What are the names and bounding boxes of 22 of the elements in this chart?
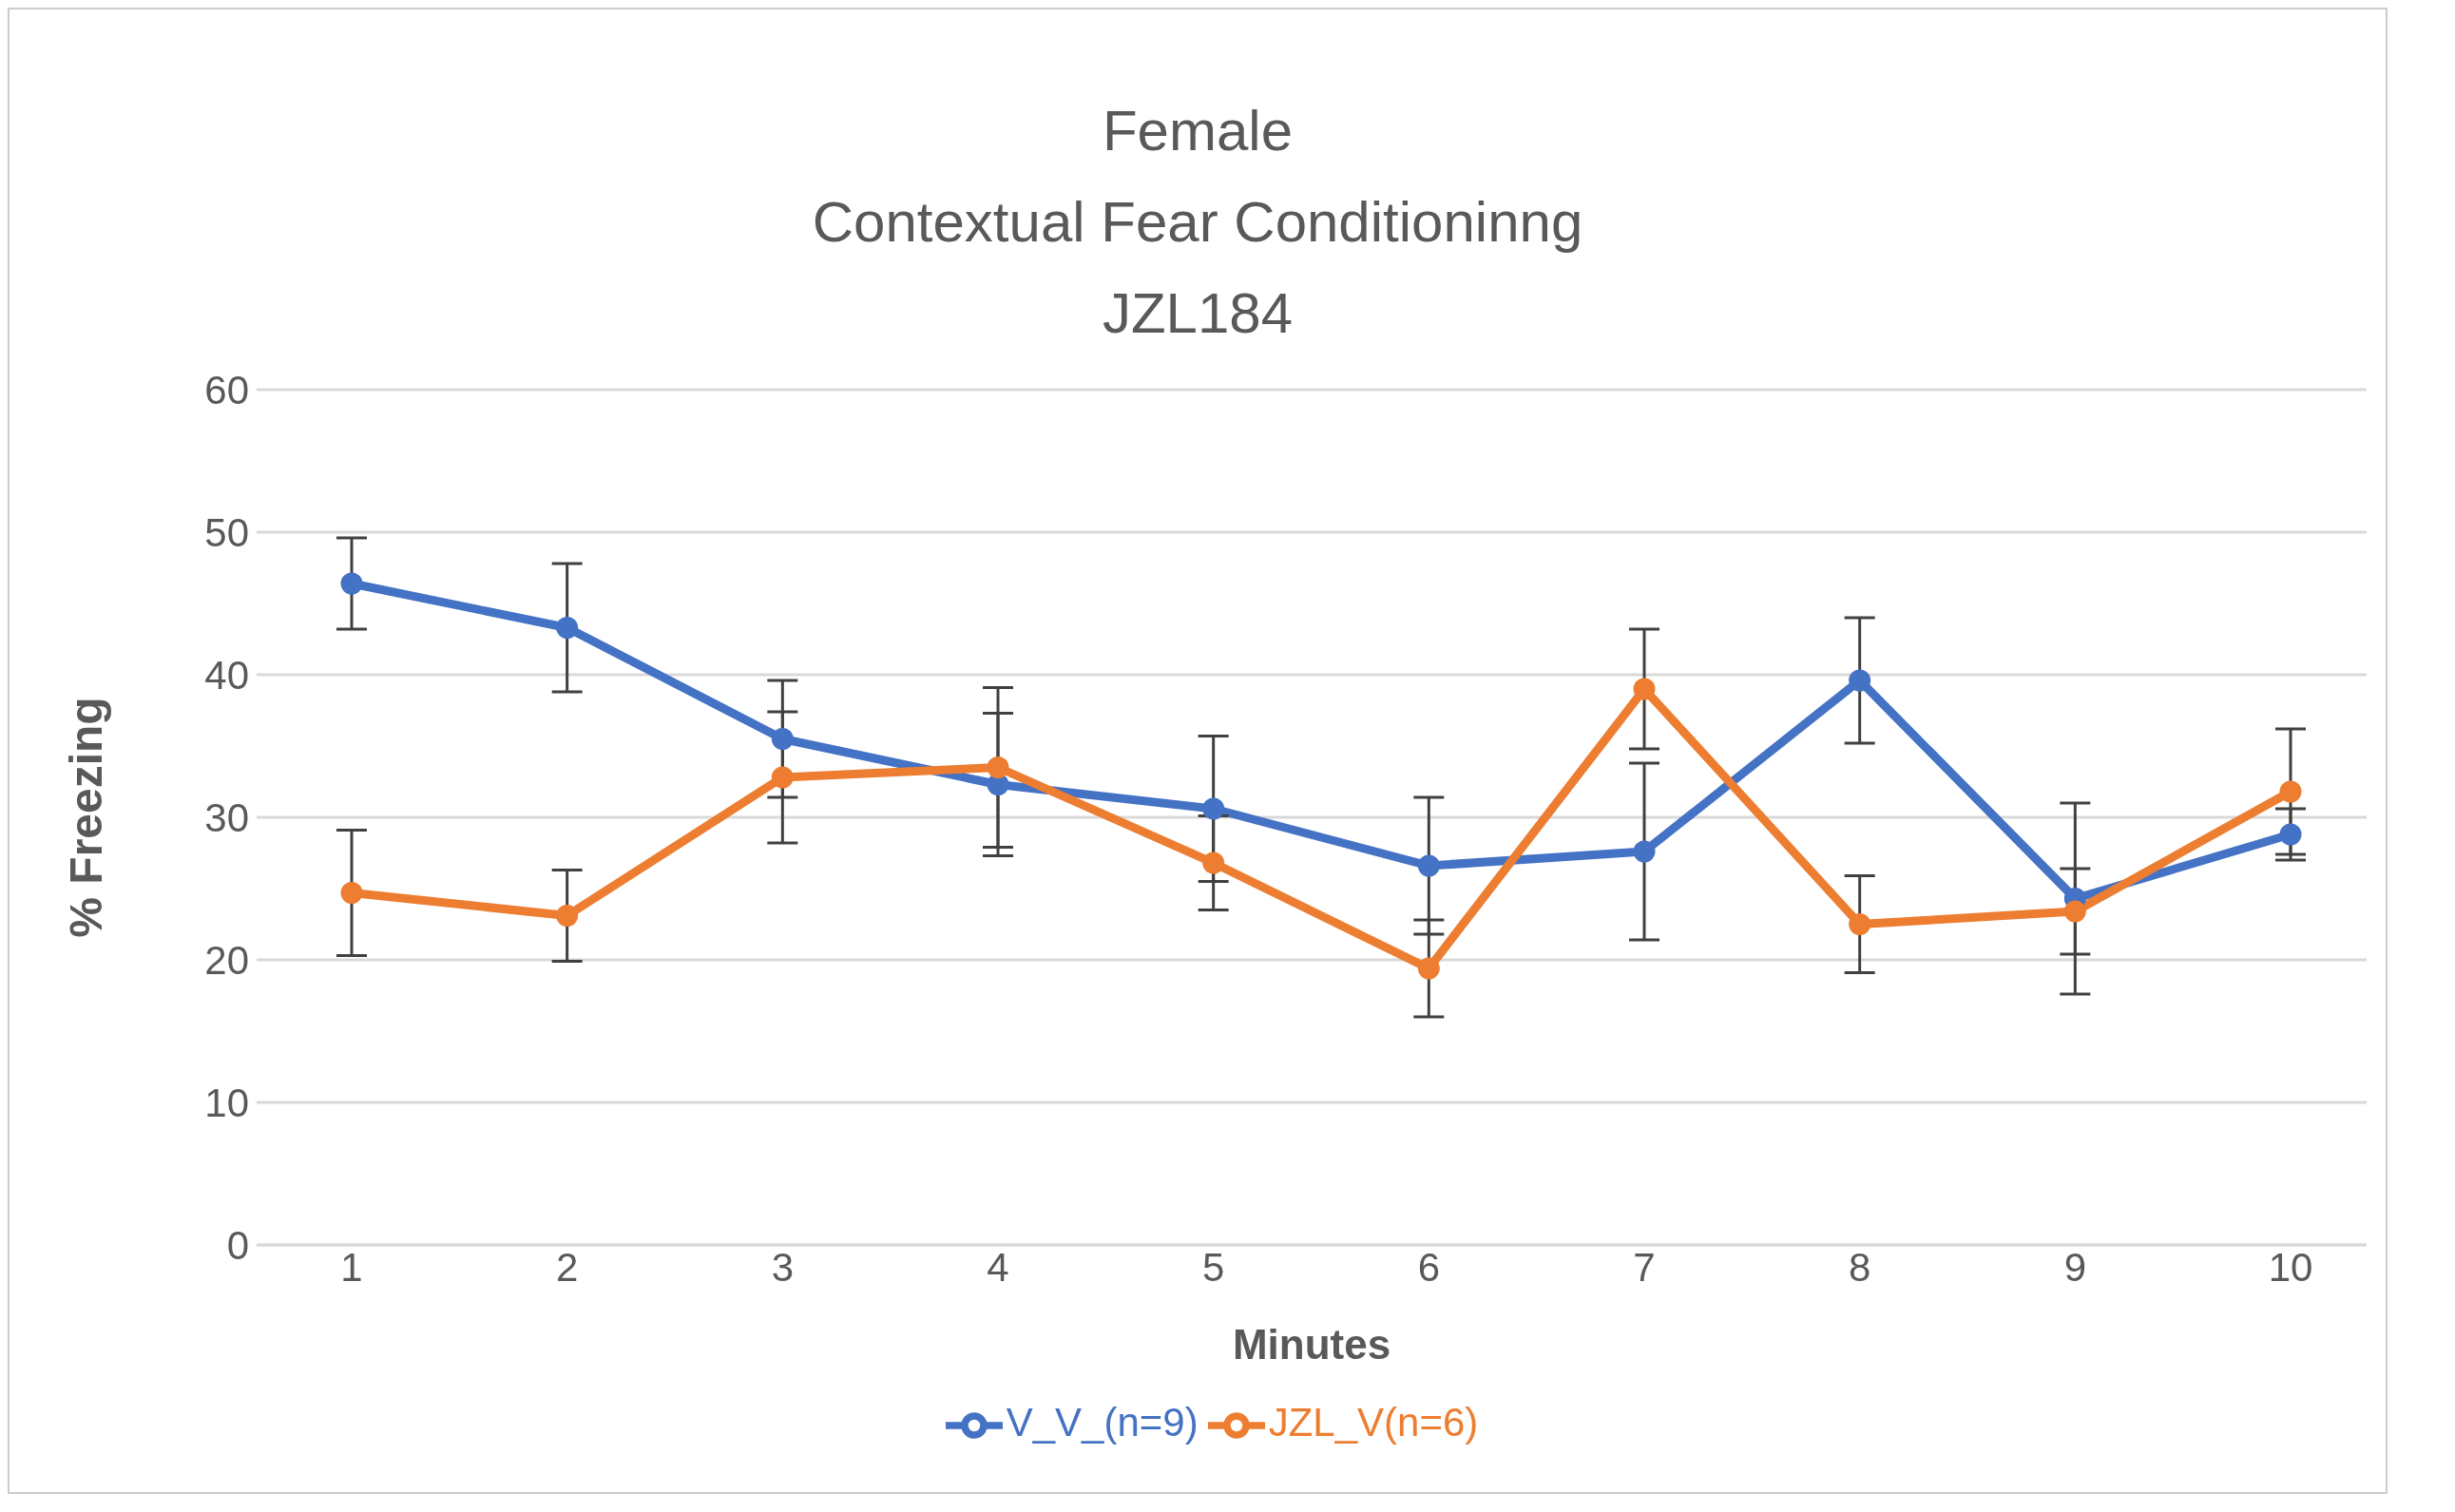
x-tick-label: 2 bbox=[555, 1244, 579, 1290]
x-axis-title: Minutes bbox=[1232, 1321, 1391, 1368]
y-tick-label: 30 bbox=[204, 794, 249, 840]
x-tick-label: 6 bbox=[1417, 1244, 1441, 1290]
chart-title: Female Contextual Fear Conditioninng JZL184 bbox=[811, 98, 1584, 347]
x-tick-label: 8 bbox=[1848, 1244, 1871, 1290]
x-tick-label: 10 bbox=[2268, 1244, 2313, 1290]
x-tick-label: 4 bbox=[987, 1244, 1009, 1290]
y-tick-label: 40 bbox=[204, 652, 249, 698]
y-tick-label: 0 bbox=[226, 1222, 249, 1268]
x-tick-label: 5 bbox=[1201, 1244, 1225, 1290]
legend-label: JZL_V(n=6) bbox=[1268, 1400, 1479, 1445]
x-tick-label: 3 bbox=[771, 1244, 795, 1290]
y-tick-label: 60 bbox=[204, 367, 249, 412]
y-tick-label: 20 bbox=[204, 937, 249, 983]
y-tick-label: 10 bbox=[204, 1080, 249, 1125]
x-tick-label: 9 bbox=[2063, 1244, 2087, 1290]
y-axis-title: % Freezing bbox=[61, 697, 112, 938]
legend-label: V_V_(n=9) bbox=[1006, 1400, 1199, 1445]
x-tick-label: 7 bbox=[1633, 1244, 1656, 1290]
y-tick-label: 50 bbox=[204, 509, 249, 555]
x-tick-label: 1 bbox=[340, 1244, 363, 1290]
